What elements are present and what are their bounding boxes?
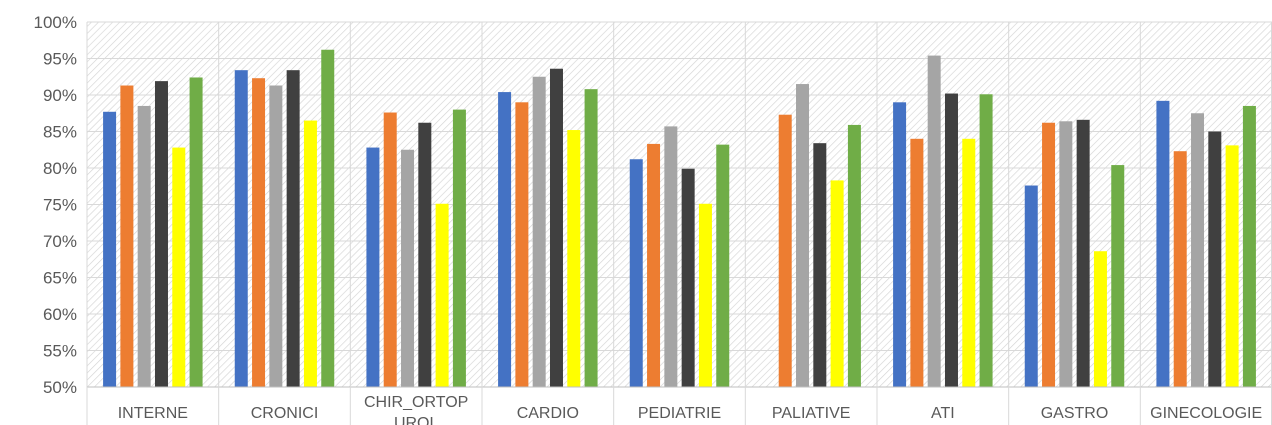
bars: [103, 49, 1256, 388]
bar: [418, 122, 432, 388]
bar: [944, 93, 958, 387]
bar: [532, 76, 546, 387]
bar: [120, 85, 134, 387]
y-axis-tick-labels: 50% 55% 60% 65% 70% 75% 80% 85% 90% 95% 100%: [34, 13, 77, 397]
bar: [979, 94, 993, 388]
bar: [1076, 119, 1090, 387]
bar: [796, 84, 810, 388]
bar: [515, 102, 529, 388]
bar: [1242, 105, 1256, 387]
bar: [664, 126, 678, 387]
bar: [234, 70, 248, 388]
bar: [778, 114, 792, 388]
bar: [1191, 113, 1205, 387]
gridlines: [87, 21, 1272, 388]
bar: [1024, 185, 1038, 387]
y-tick-label: 65%: [43, 269, 77, 288]
bar: [269, 85, 283, 387]
bar: [321, 49, 335, 388]
y-tick-label: 55%: [43, 342, 77, 361]
x-category-label-line2: UROL: [394, 415, 439, 425]
bar: [366, 147, 380, 387]
bar: [1156, 100, 1170, 387]
bar: [172, 147, 186, 387]
bar: [154, 81, 168, 387]
y-tick-label: 50%: [43, 378, 77, 397]
y-tick-label: 80%: [43, 159, 77, 178]
bar: [1208, 131, 1222, 387]
bar: [893, 102, 907, 388]
x-axis-category-labels: INTERNE CRONICI CHIR_ORTOP UROL CARDIO PEDIAT…: [118, 394, 1262, 425]
bar: [584, 89, 598, 387]
bar: [681, 168, 695, 387]
x-category-label: PEDIATRIE: [638, 405, 721, 422]
x-category-label: CRONICI: [251, 405, 319, 422]
y-tick-label: 90%: [43, 86, 77, 105]
bar: [910, 138, 924, 387]
bar: [1225, 145, 1239, 387]
bar: [401, 149, 415, 387]
bar: [647, 143, 661, 387]
x-category-label: CHIR_ORTOP: [364, 394, 468, 411]
bar: [629, 159, 643, 387]
bar: [698, 203, 712, 387]
bar: [303, 120, 317, 388]
x-category-label: INTERNE: [118, 405, 188, 422]
x-category-label: ATI: [931, 405, 955, 422]
x-category-label: GASTRO: [1041, 405, 1109, 422]
bar: [830, 180, 844, 387]
y-tick-label: 75%: [43, 196, 77, 215]
bar: [252, 78, 266, 388]
bar: [435, 203, 449, 387]
y-tick-label: 60%: [43, 305, 77, 324]
category-dividers: [86, 22, 1272, 425]
y-tick-label: 100%: [34, 13, 77, 32]
bar: [137, 105, 151, 387]
bar: [1173, 151, 1187, 387]
bar: [813, 143, 827, 387]
bar: [103, 111, 117, 387]
bar: [716, 144, 730, 387]
bar: [927, 55, 941, 388]
bar: [962, 138, 976, 387]
bar: [1093, 251, 1107, 387]
bar: [383, 112, 397, 388]
x-category-label: PALIATIVE: [772, 405, 851, 422]
y-tick-label: 95%: [43, 50, 77, 69]
bar: [1059, 121, 1073, 387]
bar: [452, 109, 466, 387]
y-tick-label: 85%: [43, 123, 77, 142]
x-category-label: CARDIO: [517, 405, 579, 422]
bar: [847, 124, 861, 388]
bar: [286, 70, 300, 388]
bar: [549, 68, 563, 387]
x-category-label: GINECOLOGIE: [1150, 405, 1262, 422]
bar: [189, 77, 203, 387]
bar: [1042, 122, 1056, 388]
bar: [567, 130, 581, 388]
bar: [498, 92, 512, 387]
bar: [1111, 165, 1125, 387]
y-tick-label: 70%: [43, 232, 77, 251]
